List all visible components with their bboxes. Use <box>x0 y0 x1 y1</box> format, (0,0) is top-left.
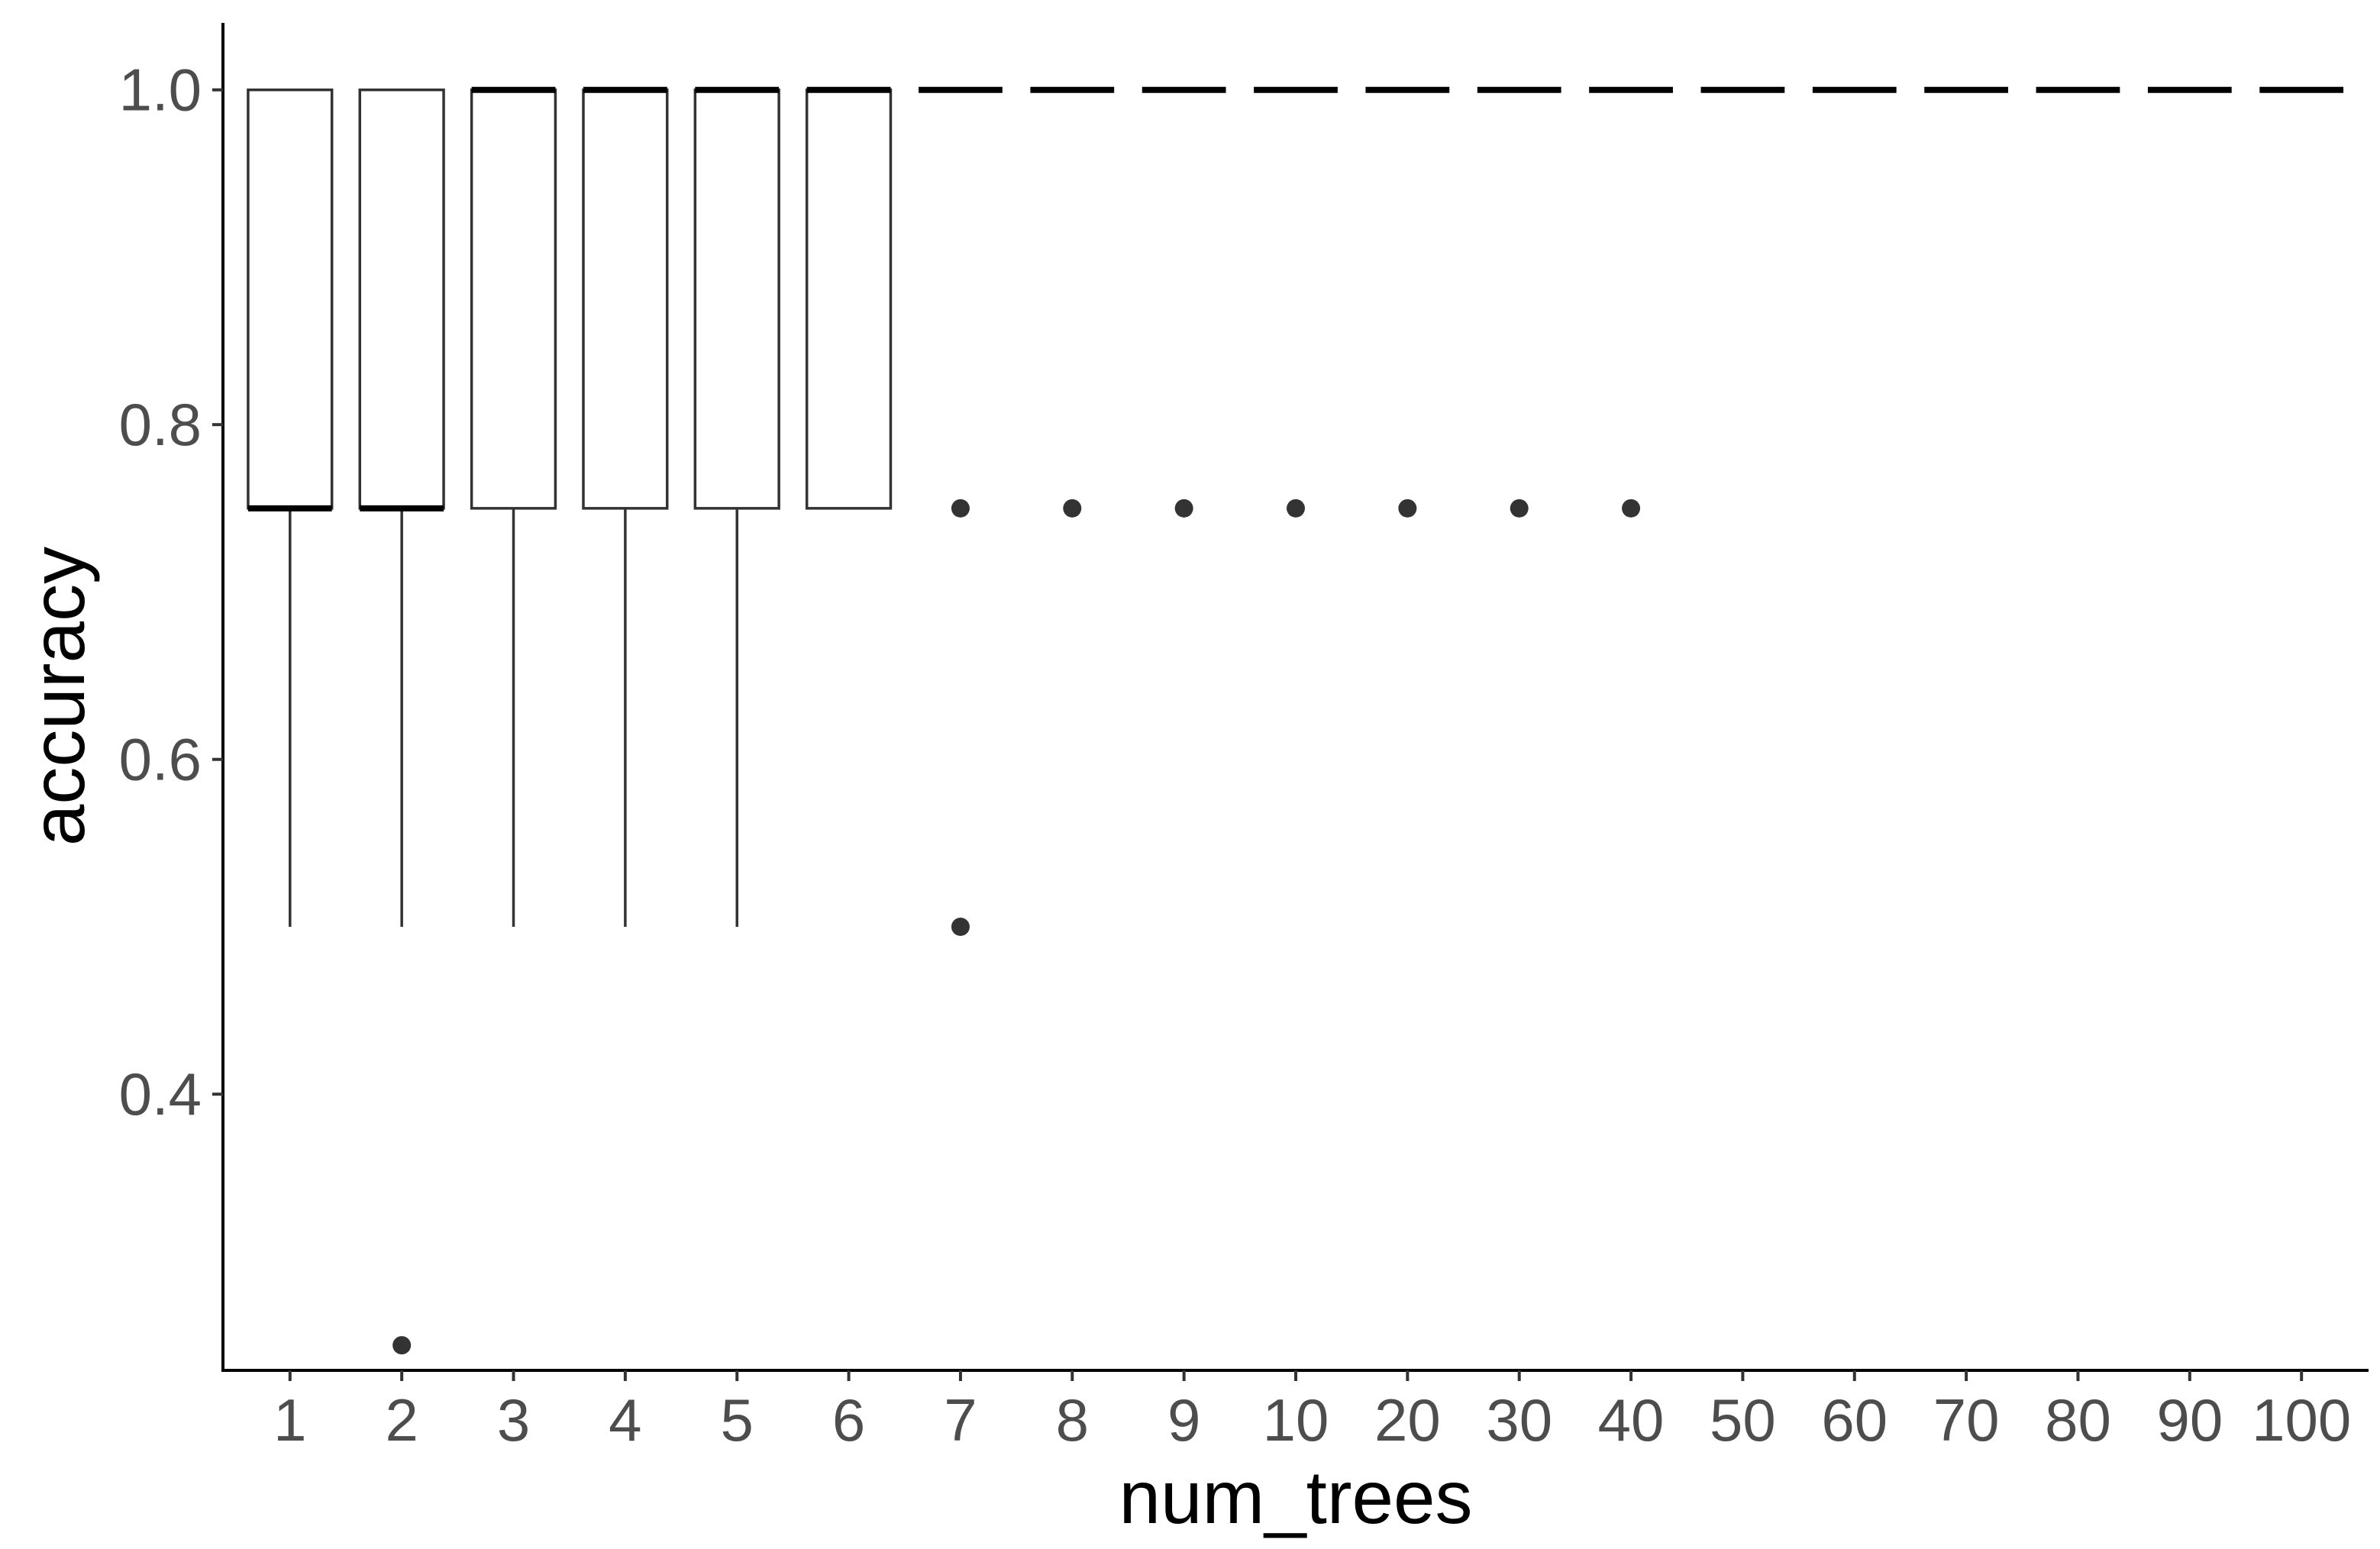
y-tick-label: 0.8 <box>119 391 202 458</box>
x-tick-label: 3 <box>497 1386 530 1454</box>
y-axis-ticks: 0.4 0.6 0.8 1.0 <box>119 56 223 1128</box>
x-tick-label: 80 <box>2045 1386 2111 1454</box>
x-tick-label: 6 <box>832 1386 865 1454</box>
y-tick-label: 1.0 <box>119 56 202 124</box>
outlier-point <box>392 1336 412 1355</box>
x-tick-label: 50 <box>1710 1386 1776 1454</box>
x-axis-title: num_trees <box>1119 1455 1472 1539</box>
box-5 <box>693 86 780 927</box>
y-tick-label: 0.4 <box>119 1060 202 1128</box>
x-tick-label: 5 <box>721 1386 754 1454</box>
box-body <box>358 88 445 510</box>
x-tick-label: 9 <box>1167 1386 1200 1454</box>
boxes-layer <box>247 86 2344 927</box>
box-6 <box>805 86 893 510</box>
x-tick-label: 4 <box>609 1386 641 1454</box>
x-axis-ticks: 1 2 3 4 5 6 7 8 9 10 20 30 40 50 60 70 80 90 100 <box>273 1370 2351 1454</box>
outliers-layer <box>392 499 1641 1355</box>
x-tick-label: 70 <box>1933 1386 2000 1454</box>
box-1 <box>247 88 334 927</box>
x-tick-label: 2 <box>385 1386 418 1454</box>
outlier-point <box>951 917 970 936</box>
y-tick-label: 0.6 <box>119 726 202 793</box>
box-3 <box>470 86 557 927</box>
outlier-point <box>1510 499 1529 518</box>
outlier-point <box>1174 499 1193 518</box>
x-tick-label: 10 <box>1263 1386 1329 1454</box>
box-4 <box>582 86 669 927</box>
x-tick-label: 60 <box>1821 1386 1888 1454</box>
x-tick-label: 100 <box>2252 1386 2351 1454</box>
outlier-point <box>951 499 970 518</box>
box-body <box>805 88 893 510</box>
outlier-point <box>1398 499 1417 518</box>
outlier-point <box>1287 499 1305 518</box>
box-body <box>693 88 780 510</box>
box-body <box>470 88 557 510</box>
box-2 <box>358 88 445 927</box>
x-tick-label: 90 <box>2156 1386 2223 1454</box>
x-tick-label: 20 <box>1374 1386 1441 1454</box>
outlier-point <box>1063 499 1082 518</box>
x-tick-label: 1 <box>273 1386 306 1454</box>
x-tick-label: 7 <box>944 1386 977 1454</box>
box-body <box>582 88 669 510</box>
x-tick-label: 8 <box>1056 1386 1089 1454</box>
box-body <box>247 88 334 510</box>
x-tick-label: 30 <box>1486 1386 1552 1454</box>
x-tick-label: 40 <box>1598 1386 1665 1454</box>
outlier-point <box>1622 499 1641 518</box>
y-axis-title: accuracy <box>16 547 100 846</box>
